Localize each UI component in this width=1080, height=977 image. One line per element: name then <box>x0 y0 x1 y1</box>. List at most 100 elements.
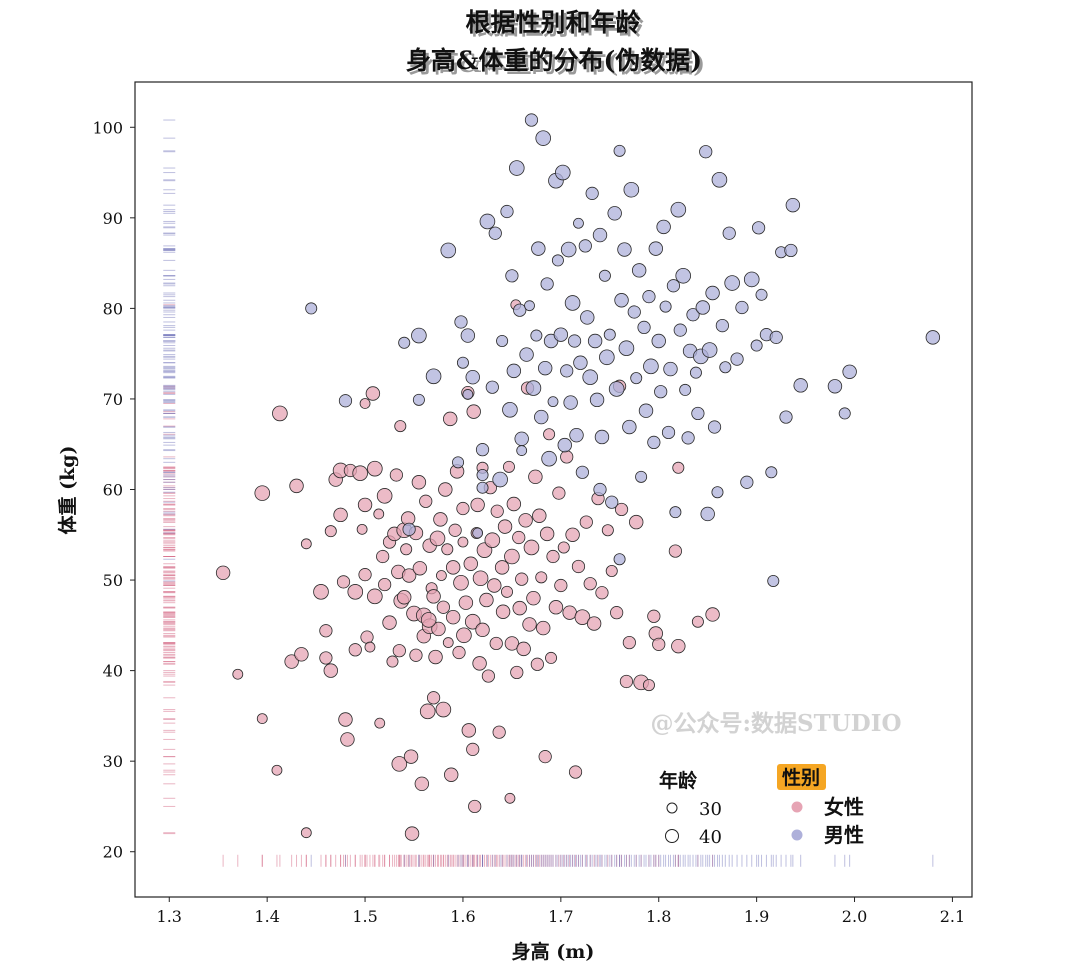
female-point <box>340 732 355 747</box>
female-point <box>565 527 580 542</box>
female-point <box>438 482 453 497</box>
male-point <box>925 330 941 345</box>
female-point <box>284 654 299 669</box>
y-tick-label: 60 <box>103 481 123 500</box>
female-point <box>357 497 373 513</box>
male-point <box>700 506 715 522</box>
female-point <box>543 428 556 441</box>
x-tick-label: 1.4 <box>254 907 279 926</box>
male-point <box>500 204 514 219</box>
female-point <box>466 404 481 419</box>
male-point <box>740 475 754 489</box>
female-point <box>300 827 312 839</box>
male-point <box>560 364 574 378</box>
male-point <box>541 450 557 467</box>
male-point <box>666 279 681 293</box>
male-point <box>838 407 851 420</box>
male-point <box>614 293 629 308</box>
legend-hue-title: 性别 <box>782 766 820 789</box>
male-point <box>673 323 687 337</box>
male-point <box>711 172 728 188</box>
chart-title-line2-shadow: 身高&体重的分布(伪数据) <box>409 49 705 78</box>
female-point <box>392 644 406 658</box>
male-point <box>707 420 722 434</box>
female-point <box>500 585 513 598</box>
female-point <box>367 588 383 605</box>
male-point <box>508 160 525 176</box>
male-point <box>705 285 720 301</box>
male-point <box>569 427 584 443</box>
female-point <box>382 615 397 630</box>
male-point <box>608 381 625 397</box>
female-point <box>411 475 427 490</box>
female-point <box>397 590 412 605</box>
female-point <box>333 507 348 523</box>
female-point <box>352 465 368 482</box>
female-point <box>294 647 309 662</box>
female-point <box>319 651 333 665</box>
male-point <box>476 481 489 494</box>
female-point <box>522 617 537 632</box>
female-point <box>530 657 544 671</box>
male-point <box>765 466 778 479</box>
male-point <box>551 254 564 267</box>
x-tick-label: 1.6 <box>450 907 475 926</box>
legend-size-label-30: 30 <box>699 799 722 820</box>
female-point <box>404 826 420 841</box>
male-point <box>630 372 643 385</box>
y-tick-label: 100 <box>92 118 123 137</box>
female-point <box>420 612 437 628</box>
male-point <box>573 355 588 370</box>
male-point <box>842 364 857 379</box>
male-point <box>465 370 480 385</box>
female-point <box>436 600 450 614</box>
female-point <box>215 565 231 581</box>
male-point <box>479 213 496 230</box>
female-point <box>272 405 288 422</box>
female-point <box>433 512 448 527</box>
female-point <box>671 638 686 654</box>
female-point <box>452 645 466 660</box>
male-point <box>534 409 549 425</box>
female-point <box>554 578 568 593</box>
male-point <box>540 277 554 291</box>
male-point <box>755 288 768 301</box>
male-point <box>440 242 457 259</box>
female-point <box>497 519 513 534</box>
female-point <box>426 589 441 604</box>
female-point <box>490 504 504 518</box>
female-point <box>464 613 481 630</box>
female-point <box>475 622 490 638</box>
male-point <box>701 342 718 358</box>
male-point <box>502 402 518 418</box>
male-point <box>567 334 582 348</box>
male-point <box>603 328 616 341</box>
male-point <box>592 227 608 243</box>
male-point <box>785 197 801 213</box>
male-point <box>735 300 749 315</box>
female-point <box>468 799 482 814</box>
female-point <box>528 469 543 485</box>
data-points <box>215 113 941 841</box>
female-point <box>545 651 558 664</box>
y-rug <box>163 119 176 835</box>
male-point <box>669 506 682 519</box>
male-point <box>661 425 676 440</box>
male-point <box>563 395 578 410</box>
female-point <box>448 523 462 537</box>
female-point <box>300 538 312 550</box>
female-point <box>472 656 487 671</box>
male-point <box>496 334 509 347</box>
female-point <box>428 649 443 665</box>
female-point <box>515 572 529 586</box>
male-point <box>613 144 626 157</box>
male-point <box>631 263 647 278</box>
female-point <box>364 641 376 653</box>
female-point <box>360 630 374 644</box>
legend-hue-marker-female <box>791 801 803 813</box>
male-point <box>627 305 641 319</box>
female-point <box>445 609 461 625</box>
female-point <box>391 756 408 772</box>
male-point <box>618 340 635 357</box>
male-point <box>724 275 740 291</box>
